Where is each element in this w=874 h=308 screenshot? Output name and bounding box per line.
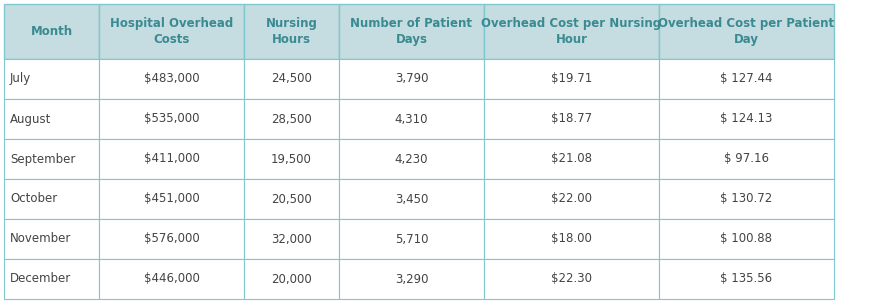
- Text: 5,710: 5,710: [395, 233, 428, 245]
- Text: September: September: [10, 152, 75, 165]
- Text: August: August: [10, 112, 52, 125]
- Bar: [99, 4, 244, 59]
- Text: November: November: [10, 233, 72, 245]
- Bar: [484, 99, 659, 139]
- Bar: [4, 4, 99, 59]
- Bar: [244, 259, 339, 299]
- Bar: [4, 219, 99, 259]
- Bar: [659, 139, 834, 179]
- Text: $22.00: $22.00: [551, 192, 592, 205]
- Bar: [659, 259, 834, 299]
- Bar: [659, 99, 834, 139]
- Text: 3,790: 3,790: [395, 72, 428, 86]
- Bar: [484, 4, 659, 59]
- Bar: [244, 59, 339, 99]
- Bar: [659, 4, 834, 59]
- Bar: [99, 99, 244, 139]
- Text: $ 97.16: $ 97.16: [724, 152, 769, 165]
- Text: $ 124.13: $ 124.13: [720, 112, 773, 125]
- Bar: [339, 4, 484, 59]
- Text: $19.71: $19.71: [551, 72, 592, 86]
- Text: 3,290: 3,290: [395, 273, 428, 286]
- Bar: [339, 179, 484, 219]
- Text: $446,000: $446,000: [143, 273, 199, 286]
- Text: $ 127.44: $ 127.44: [720, 72, 773, 86]
- Text: $22.30: $22.30: [551, 273, 592, 286]
- Bar: [339, 59, 484, 99]
- Bar: [4, 139, 99, 179]
- Bar: [99, 139, 244, 179]
- Bar: [339, 219, 484, 259]
- Bar: [484, 59, 659, 99]
- Bar: [4, 259, 99, 299]
- Bar: [4, 59, 99, 99]
- Text: 4,310: 4,310: [395, 112, 428, 125]
- Text: $535,000: $535,000: [143, 112, 199, 125]
- Text: 4,230: 4,230: [395, 152, 428, 165]
- Text: Number of Patient
Days: Number of Patient Days: [350, 17, 473, 46]
- Text: $451,000: $451,000: [143, 192, 199, 205]
- Text: $ 100.88: $ 100.88: [720, 233, 773, 245]
- Text: 28,500: 28,500: [271, 112, 312, 125]
- Text: $18.00: $18.00: [551, 233, 592, 245]
- Bar: [244, 139, 339, 179]
- Text: 3,450: 3,450: [395, 192, 428, 205]
- Text: July: July: [10, 72, 31, 86]
- Text: Overhead Cost per Nursing
Hour: Overhead Cost per Nursing Hour: [482, 17, 662, 46]
- Bar: [659, 59, 834, 99]
- Text: 20,000: 20,000: [271, 273, 312, 286]
- Bar: [244, 99, 339, 139]
- Bar: [484, 179, 659, 219]
- Text: Overhead Cost per Patient
Day: Overhead Cost per Patient Day: [658, 17, 835, 46]
- Bar: [99, 59, 244, 99]
- Bar: [244, 219, 339, 259]
- Text: $ 135.56: $ 135.56: [720, 273, 773, 286]
- Text: Month: Month: [31, 25, 73, 38]
- Bar: [99, 179, 244, 219]
- Text: 20,500: 20,500: [271, 192, 312, 205]
- Bar: [4, 99, 99, 139]
- Bar: [339, 99, 484, 139]
- Bar: [244, 4, 339, 59]
- Bar: [339, 259, 484, 299]
- Bar: [484, 219, 659, 259]
- Bar: [4, 179, 99, 219]
- Bar: [484, 259, 659, 299]
- Text: October: October: [10, 192, 58, 205]
- Text: 19,500: 19,500: [271, 152, 312, 165]
- Text: Hospital Overhead
Costs: Hospital Overhead Costs: [110, 17, 233, 46]
- Bar: [99, 219, 244, 259]
- Text: $483,000: $483,000: [143, 72, 199, 86]
- Text: 24,500: 24,500: [271, 72, 312, 86]
- Bar: [99, 259, 244, 299]
- Text: $411,000: $411,000: [143, 152, 199, 165]
- Bar: [339, 139, 484, 179]
- Text: $21.08: $21.08: [551, 152, 592, 165]
- Text: $ 130.72: $ 130.72: [720, 192, 773, 205]
- Text: Nursing
Hours: Nursing Hours: [266, 17, 317, 46]
- Text: 32,000: 32,000: [271, 233, 312, 245]
- Bar: [659, 219, 834, 259]
- Bar: [659, 179, 834, 219]
- Text: $576,000: $576,000: [143, 233, 199, 245]
- Bar: [244, 179, 339, 219]
- Text: $18.77: $18.77: [551, 112, 592, 125]
- Text: December: December: [10, 273, 72, 286]
- Bar: [484, 139, 659, 179]
